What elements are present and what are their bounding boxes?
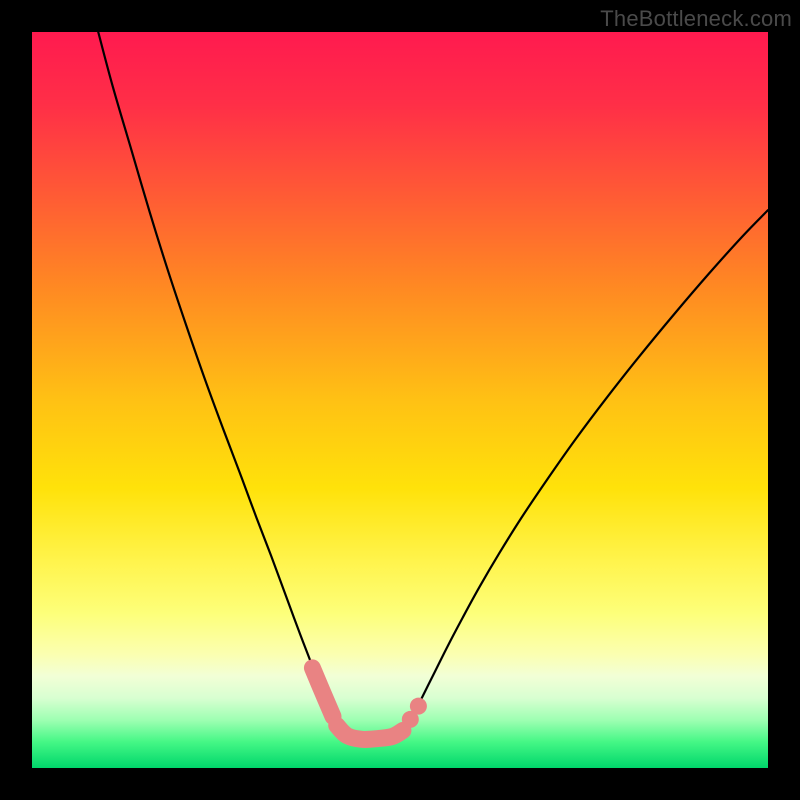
plot-inner <box>32 32 768 768</box>
curve-svg <box>32 32 768 768</box>
watermark-text: TheBottleneck.com <box>600 6 792 32</box>
bottleneck-curve <box>98 32 768 740</box>
stage: TheBottleneck.com <box>0 0 800 800</box>
plot-outer <box>0 0 800 800</box>
